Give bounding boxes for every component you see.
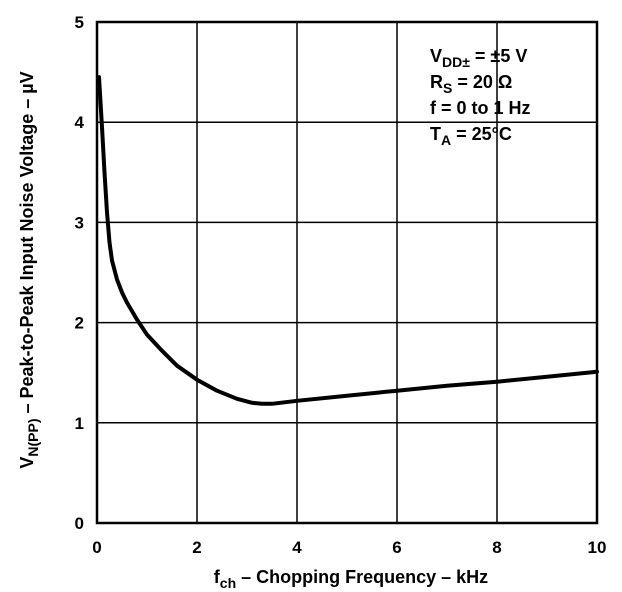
y-tick-label-3: 3 <box>75 213 84 232</box>
x-tick-label-4: 8 <box>492 538 501 557</box>
y-tick-label-4: 4 <box>75 113 85 132</box>
annotation-line-1: RS = 20 Ω <box>430 72 512 96</box>
x-axis-ticks: 0 2 4 6 8 10 <box>92 538 606 557</box>
x-tick-label-0: 0 <box>92 538 101 557</box>
noise-curve <box>97 75 599 406</box>
y-tick-label-1: 1 <box>75 414 84 433</box>
annotation-line-2: f = 0 to 1 Hz <box>430 98 531 118</box>
y-tick-label-2: 2 <box>75 314 84 333</box>
conditions-annotation: VDD± = ±5 VRS = 20 Ωf = 0 to 1 Hz TA = 25… <box>430 46 531 148</box>
annotation-line-0: VDD± = ±5 V <box>430 46 527 70</box>
x-tick-label-3: 6 <box>392 538 401 557</box>
y-tick-label-5: 5 <box>75 13 84 32</box>
y-axis-ticks: 0 1 2 3 4 5 <box>75 13 85 533</box>
y-axis-label: VN(PP) – Peak-to-Peak Input Noise Voltag… <box>17 71 41 468</box>
annotation-line-3: TA = 25°C <box>430 124 512 148</box>
x-tick-label-5: 10 <box>588 538 607 557</box>
plot-frame <box>95 20 599 525</box>
x-tick-label-2: 4 <box>292 538 302 557</box>
x-tick-label-1: 2 <box>192 538 201 557</box>
x-axis-label: fch – Chopping Frequency – kHz <box>214 567 488 591</box>
y-tick-label-0: 0 <box>75 514 84 533</box>
